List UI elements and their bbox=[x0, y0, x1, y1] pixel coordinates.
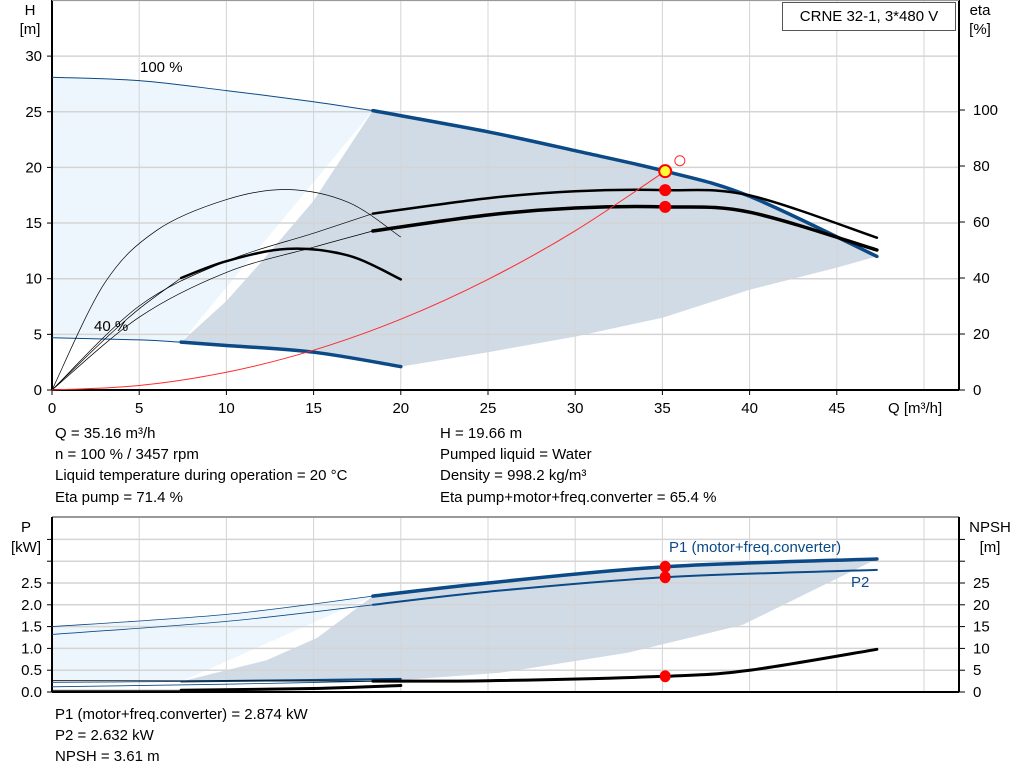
series-label-p1: P1 (motor+freq.converter) bbox=[669, 539, 841, 556]
x-tick-label: 35 bbox=[654, 400, 671, 417]
y-tick-label: 0.5 bbox=[21, 662, 42, 679]
x-tick-label: 15 bbox=[305, 400, 322, 417]
power-marker bbox=[659, 560, 671, 573]
y2-axis-label: NPSH bbox=[969, 519, 1011, 536]
head-curve-thin-1 bbox=[51, 337, 182, 343]
y2-tick-label: 40 bbox=[973, 270, 990, 287]
x-tick-label: 30 bbox=[567, 400, 584, 417]
head-curve-thin-0 bbox=[51, 76, 373, 112]
x-axis-label: Q [m³/h] bbox=[888, 400, 942, 417]
y2-tick-label: 0 bbox=[973, 382, 981, 399]
y-tick-label: 30 bbox=[25, 48, 42, 65]
y2-axis-unit: [%] bbox=[969, 21, 991, 38]
efficiency-curve-3 bbox=[371, 204, 879, 252]
y2-tick-label: 20 bbox=[973, 597, 990, 614]
y2-axis-label: eta bbox=[970, 2, 992, 19]
y-tick-label: 1.0 bbox=[21, 640, 42, 657]
power-curve-2 bbox=[180, 677, 402, 683]
info-flow: Q = 35.16 m³/h bbox=[55, 425, 156, 442]
y-tick-label: 15 bbox=[25, 215, 42, 232]
power-curve-thin-2 bbox=[51, 681, 182, 683]
power-marker bbox=[659, 670, 671, 683]
info-p1: P1 (motor+freq.converter) = 2.874 kW bbox=[55, 706, 308, 723]
y-axis-unit: [kW] bbox=[11, 539, 41, 556]
info-eta-pump: Eta pump = 71.4 % bbox=[55, 489, 183, 506]
info-eta-total: Eta pump+motor+freq.converter = 65.4 % bbox=[440, 489, 717, 506]
efficiency-marker bbox=[659, 184, 672, 197]
efficiency-curve-5 bbox=[179, 247, 403, 281]
power-curve-thin-0 bbox=[51, 595, 373, 627]
power-region-light bbox=[52, 596, 373, 683]
speed-label-40: 40 % bbox=[94, 318, 128, 335]
power-region-dark bbox=[181, 559, 877, 682]
y2-tick-label: 5 bbox=[973, 662, 981, 679]
y-axis-label: P bbox=[21, 519, 31, 536]
efficiency-curve-thin-4 bbox=[51, 189, 401, 391]
y-tick-label: 20 bbox=[25, 159, 42, 176]
x-tick-label: 0 bbox=[48, 400, 56, 417]
pump-title-box: CRNE 32-1, 3*480 V bbox=[782, 2, 956, 31]
duty-point-marker bbox=[658, 164, 673, 179]
y-axis-unit: [m] bbox=[20, 21, 41, 38]
efficiency-curve-thin-3 bbox=[51, 230, 373, 391]
x-tick-label: 45 bbox=[828, 400, 845, 417]
head-curve-1 bbox=[179, 340, 403, 369]
speed-label-100: 100 % bbox=[140, 59, 183, 76]
y-tick-label: 1.5 bbox=[21, 619, 42, 636]
info-npsh: NPSH = 3.61 m bbox=[55, 748, 160, 765]
info-speed: n = 100 % / 3457 rpm bbox=[55, 446, 199, 463]
info-head: H = 19.66 m bbox=[440, 425, 523, 442]
efficiency-curve-2 bbox=[371, 188, 879, 239]
y-tick-label: 0.0 bbox=[21, 684, 42, 701]
y2-tick-label: 60 bbox=[973, 214, 990, 231]
y-tick-label: 10 bbox=[25, 271, 42, 288]
y-tick-label: 5 bbox=[34, 326, 42, 343]
efficiency-marker bbox=[659, 200, 672, 213]
series-label-p2: P2 bbox=[851, 574, 869, 591]
y2-tick-label: 0 bbox=[973, 684, 981, 701]
y-tick-label: 2.0 bbox=[21, 597, 42, 614]
x-tick-label: 10 bbox=[218, 400, 235, 417]
y-tick-label: 2.5 bbox=[21, 575, 42, 592]
power-curve-0 bbox=[371, 557, 879, 598]
info-liquid-temperature: Liquid temperature during operation = 20… bbox=[55, 467, 348, 484]
y2-tick-label: 80 bbox=[973, 158, 990, 175]
operating-region-light bbox=[52, 77, 373, 343]
power-marker bbox=[659, 571, 671, 584]
efficiency-curve-thin-5 bbox=[51, 277, 182, 391]
npsh-curve-5 bbox=[179, 684, 403, 692]
y2-tick-label: 25 bbox=[973, 575, 990, 592]
info-pumped-liquid: Pumped liquid = Water bbox=[440, 446, 592, 463]
system-curve bbox=[51, 170, 666, 391]
y-tick-label: 0 bbox=[34, 382, 42, 399]
x-tick-label: 25 bbox=[480, 400, 497, 417]
power-curve-thin-1 bbox=[51, 604, 373, 635]
power-curve-thin-3 bbox=[51, 680, 401, 688]
x-tick-label: 40 bbox=[741, 400, 758, 417]
operating-region-dark bbox=[181, 110, 877, 367]
open-marker bbox=[674, 155, 686, 167]
head-curve-0 bbox=[371, 108, 879, 259]
info-p2: P2 = 2.632 kW bbox=[55, 727, 154, 744]
power-curve-1 bbox=[371, 568, 878, 606]
y-tick-label: 25 bbox=[25, 104, 42, 121]
y2-tick-label: 20 bbox=[973, 326, 990, 343]
y-axis-label: H bbox=[25, 2, 36, 19]
y2-tick-label: 15 bbox=[973, 619, 990, 636]
info-density: Density = 998.2 kg/m³ bbox=[440, 467, 587, 484]
x-tick-label: 20 bbox=[392, 400, 409, 417]
y2-tick-label: 100 bbox=[973, 102, 998, 119]
x-tick-label: 5 bbox=[135, 400, 143, 417]
y2-axis-unit: [m] bbox=[980, 539, 1001, 556]
y2-tick-label: 10 bbox=[973, 640, 990, 657]
